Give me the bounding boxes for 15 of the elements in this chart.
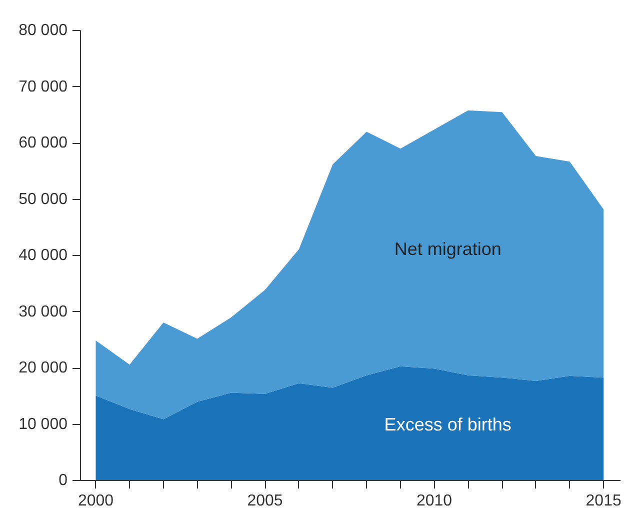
y-tick-label: 70 000 xyxy=(18,78,68,96)
y-tick-label: 10 000 xyxy=(18,416,68,433)
y-tick-label: 30 000 xyxy=(18,303,68,320)
series-label: Excess of births xyxy=(384,414,512,435)
y-tick-label: 60 000 xyxy=(18,134,68,152)
x-tick-label: 2015 xyxy=(586,492,622,510)
x-tick-label: 2000 xyxy=(78,492,114,510)
y-tick-label: 50 000 xyxy=(18,190,68,208)
y-tick-label: 20 000 xyxy=(18,360,68,376)
x-tick-label: 2005 xyxy=(247,492,283,510)
x-tick-label: 2010 xyxy=(416,492,452,510)
y-tick-label: 80 000 xyxy=(18,22,68,39)
y-tick-label: 40 000 xyxy=(18,247,68,264)
series-label: Net migration xyxy=(394,239,502,260)
y-tick-label: 0 xyxy=(58,472,68,489)
